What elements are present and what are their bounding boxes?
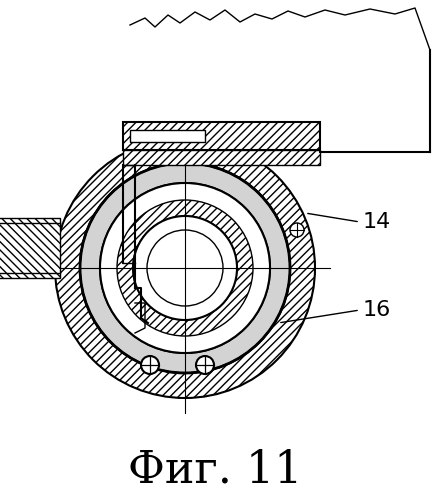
Circle shape bbox=[196, 356, 214, 374]
Circle shape bbox=[117, 200, 253, 336]
Circle shape bbox=[55, 138, 315, 398]
Circle shape bbox=[80, 163, 290, 373]
Circle shape bbox=[141, 356, 159, 374]
Circle shape bbox=[80, 163, 290, 373]
Text: Фиг. 11: Фиг. 11 bbox=[128, 448, 302, 492]
Text: 14: 14 bbox=[363, 212, 391, 232]
Circle shape bbox=[100, 183, 270, 353]
Circle shape bbox=[290, 223, 304, 237]
FancyBboxPatch shape bbox=[123, 150, 320, 165]
FancyBboxPatch shape bbox=[0, 218, 60, 278]
Circle shape bbox=[133, 216, 237, 320]
Circle shape bbox=[100, 183, 270, 353]
FancyBboxPatch shape bbox=[123, 122, 320, 150]
Circle shape bbox=[147, 230, 223, 306]
Text: 16: 16 bbox=[363, 300, 391, 320]
Circle shape bbox=[133, 216, 237, 320]
FancyBboxPatch shape bbox=[130, 130, 205, 142]
